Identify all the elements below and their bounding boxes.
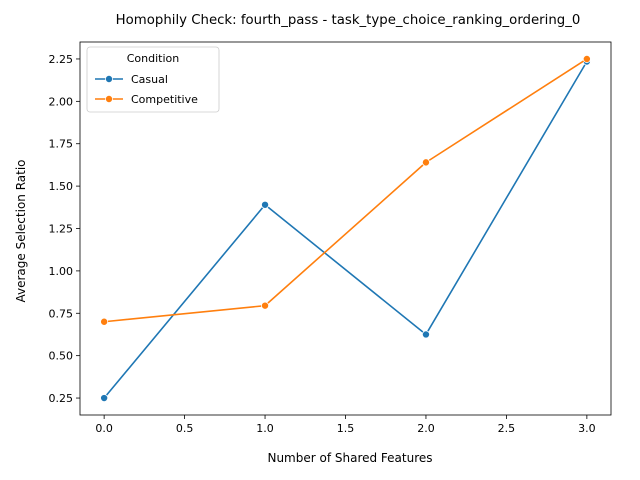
data-point-casual [100,394,109,403]
y-tick-label: 1.00 [49,265,74,278]
x-tick-label: 2.0 [417,422,435,435]
y-tick-label: 1.25 [49,223,74,236]
series-line-competitive [104,58,588,323]
data-point-competitive [100,317,109,326]
x-tick-label: 1.5 [337,422,355,435]
y-tick-label: 0.50 [49,350,74,363]
x-tick-label: 2.5 [498,422,516,435]
legend-swatch-marker-casual [105,75,114,84]
data-point-competitive [421,158,430,167]
data-point-casual [421,330,430,339]
y-axis-label: Average Selection Ratio [14,159,28,302]
plot-frame [79,41,612,416]
data-point-competitive [261,301,270,310]
y-tick-label: 2.25 [49,53,74,66]
x-tick-label: 3.0 [578,422,596,435]
y-tick-label: 0.25 [49,392,74,405]
legend-title: Condition [127,52,180,65]
legend-swatch-marker-competitive [105,95,114,104]
legend-label-casual: Casual [131,73,168,86]
x-tick-label: 0.0 [95,422,113,435]
chart-title: Homophily Check: fourth_pass - task_type… [116,13,581,28]
legend: Condition Casual Competitive [86,46,220,113]
data-point-casual [261,200,270,209]
series-layer [100,54,591,403]
y-tick-label: 1.50 [49,180,74,193]
x-tick-label: 1.0 [256,422,274,435]
x-axis-label: Number of Shared Features [267,451,432,465]
y-tick-label: 2.00 [49,95,74,108]
legend-label-competitive: Competitive [131,93,198,106]
y-axis: 0.25 0.50 0.75 1.00 1.25 1.50 1.75 2.00 2.25 [49,53,80,405]
series-line-casual [103,61,588,399]
legend-box [86,46,220,113]
data-point-competitive [582,54,591,63]
x-tick-label: 0.5 [176,422,194,435]
x-axis: 0.0 0.5 1.0 1.5 2.0 2.5 3.0 [95,415,596,435]
y-tick-label: 0.75 [49,307,74,320]
y-tick-label: 1.75 [49,138,74,151]
